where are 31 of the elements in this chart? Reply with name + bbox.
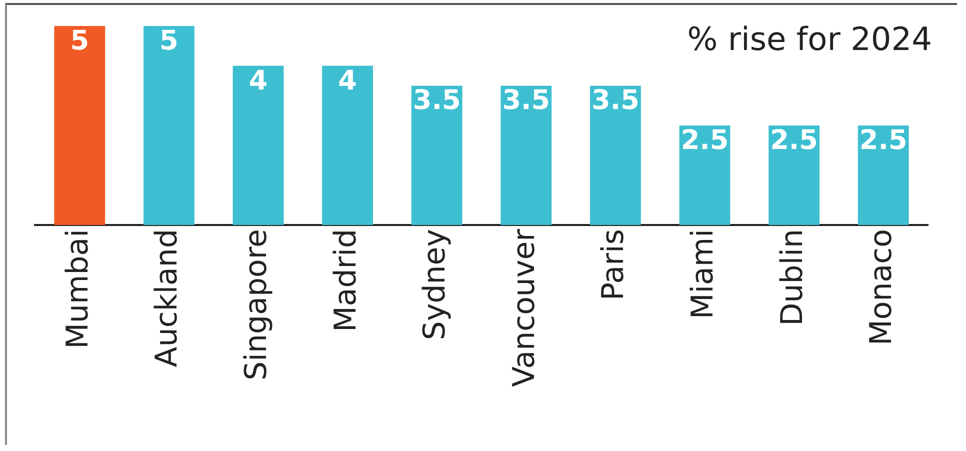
data-label: 3.5: [592, 85, 640, 116]
data-label: 3.5: [412, 85, 461, 116]
data-label: 5: [70, 26, 90, 57]
x-tick-label: Dublin: [774, 229, 810, 326]
bar: [54, 26, 106, 225]
x-tick-label: Singapore: [239, 229, 274, 380]
bar: [590, 86, 641, 225]
bar: [411, 86, 462, 225]
bar: [144, 26, 194, 225]
x-tick-label: Mumbai: [60, 229, 96, 349]
chart-title: % rise for 2024: [687, 20, 932, 58]
x-tick-label: Miami: [686, 229, 721, 320]
bar: [232, 66, 284, 225]
x-tick-label: Paris: [596, 229, 632, 300]
bar: [322, 66, 373, 225]
x-tick-label: Monaco: [864, 229, 900, 346]
bar: [768, 126, 820, 225]
data-label: 2.5: [859, 125, 908, 156]
x-tick-label: Sydney: [418, 229, 453, 340]
data-label: 4: [248, 65, 268, 96]
x-tick-label: Auckland: [150, 229, 185, 368]
data-label: 4: [338, 65, 357, 96]
bar: [500, 86, 552, 225]
data-label: 3.5: [502, 85, 550, 116]
bar: [858, 126, 909, 225]
data-label: 5: [160, 26, 178, 57]
data-label: 2.5: [680, 125, 729, 156]
x-tick-label: Madrid: [328, 229, 364, 332]
bar: [679, 126, 730, 225]
data-label: 2.5: [770, 125, 818, 156]
x-tick-label: Vancouver: [506, 228, 542, 387]
